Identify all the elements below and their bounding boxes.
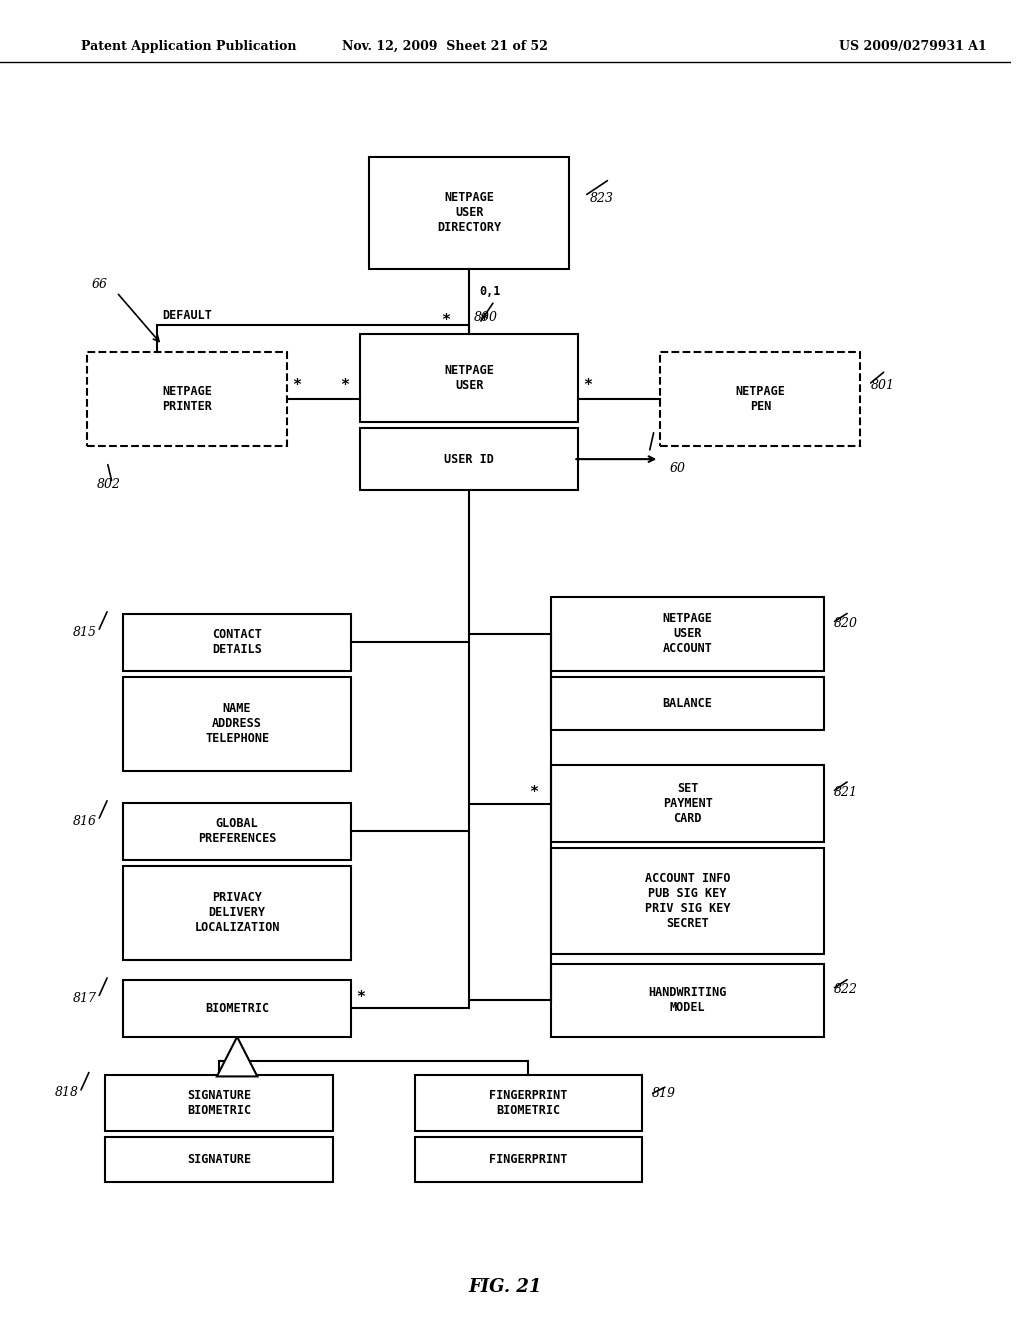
Text: 816: 816 [73,814,97,828]
Text: 0,1: 0,1 [479,285,501,298]
FancyBboxPatch shape [87,351,287,446]
FancyBboxPatch shape [369,157,569,269]
FancyBboxPatch shape [123,866,351,960]
Text: HANDWRITING
MODEL: HANDWRITING MODEL [648,986,727,1014]
Text: NETPAGE
USER
ACCOUNT: NETPAGE USER ACCOUNT [663,612,713,656]
Text: SET
PAYMENT
CARD: SET PAYMENT CARD [663,781,713,825]
Text: Patent Application Publication: Patent Application Publication [81,40,296,53]
Text: BIOMETRIC: BIOMETRIC [205,1002,269,1015]
Text: 820: 820 [835,616,858,630]
Text: NETPAGE
PRINTER: NETPAGE PRINTER [162,385,212,413]
Text: 818: 818 [54,1086,79,1100]
FancyBboxPatch shape [123,981,351,1036]
Text: *: * [356,990,365,1005]
FancyBboxPatch shape [360,334,579,422]
Text: 800: 800 [474,310,499,323]
FancyBboxPatch shape [123,614,351,671]
Text: 819: 819 [652,1088,676,1101]
Text: NETPAGE
PEN: NETPAGE PEN [735,385,785,413]
FancyBboxPatch shape [551,676,824,730]
Text: 60: 60 [670,462,685,475]
Text: 815: 815 [73,626,97,639]
Text: NETPAGE
USER: NETPAGE USER [444,364,495,392]
Text: 802: 802 [97,478,121,491]
Text: 821: 821 [835,785,858,799]
Text: 822: 822 [835,983,858,995]
FancyBboxPatch shape [551,766,824,842]
Text: *: * [528,785,538,800]
Text: 801: 801 [870,379,895,392]
FancyBboxPatch shape [551,964,824,1036]
Text: GLOBAL
PREFERENCES: GLOBAL PREFERENCES [198,817,276,845]
FancyBboxPatch shape [360,429,579,490]
Text: US 2009/0279931 A1: US 2009/0279931 A1 [840,40,987,53]
Polygon shape [217,1036,257,1076]
FancyBboxPatch shape [551,847,824,954]
FancyBboxPatch shape [123,676,351,771]
Text: FIG. 21: FIG. 21 [469,1278,543,1296]
Text: PRIVACY
DELIVERY
LOCALIZATION: PRIVACY DELIVERY LOCALIZATION [195,891,280,935]
Text: USER ID: USER ID [444,453,495,466]
Text: NETPAGE
USER
DIRECTORY: NETPAGE USER DIRECTORY [437,191,501,235]
Text: SIGNATURE
BIOMETRIC: SIGNATURE BIOMETRIC [186,1089,251,1117]
FancyBboxPatch shape [105,1138,333,1183]
Text: *: * [441,313,450,327]
FancyBboxPatch shape [123,803,351,859]
FancyBboxPatch shape [551,598,824,671]
Text: ACCOUNT INFO
PUB SIG KEY
PRIV SIG KEY
SECRET: ACCOUNT INFO PUB SIG KEY PRIV SIG KEY SE… [645,873,730,931]
Text: NAME
ADDRESS
TELEPHONE: NAME ADDRESS TELEPHONE [205,702,269,746]
Text: *: * [292,378,301,392]
Text: 823: 823 [590,191,613,205]
Text: 817: 817 [73,991,97,1005]
FancyBboxPatch shape [415,1074,642,1131]
FancyBboxPatch shape [415,1138,642,1183]
Text: DEFAULT: DEFAULT [162,309,212,322]
Text: FINGERPRINT: FINGERPRINT [489,1154,567,1166]
FancyBboxPatch shape [105,1074,333,1131]
Text: 66: 66 [91,279,108,292]
Text: FINGERPRINT
BIOMETRIC: FINGERPRINT BIOMETRIC [489,1089,567,1117]
Text: *: * [479,313,488,327]
Text: *: * [340,378,349,392]
Text: *: * [584,378,593,392]
Text: SIGNATURE: SIGNATURE [186,1154,251,1166]
Text: CONTACT
DETAILS: CONTACT DETAILS [212,628,262,656]
FancyBboxPatch shape [660,351,860,446]
Text: BALANCE: BALANCE [663,697,713,710]
Text: Nov. 12, 2009  Sheet 21 of 52: Nov. 12, 2009 Sheet 21 of 52 [342,40,548,53]
